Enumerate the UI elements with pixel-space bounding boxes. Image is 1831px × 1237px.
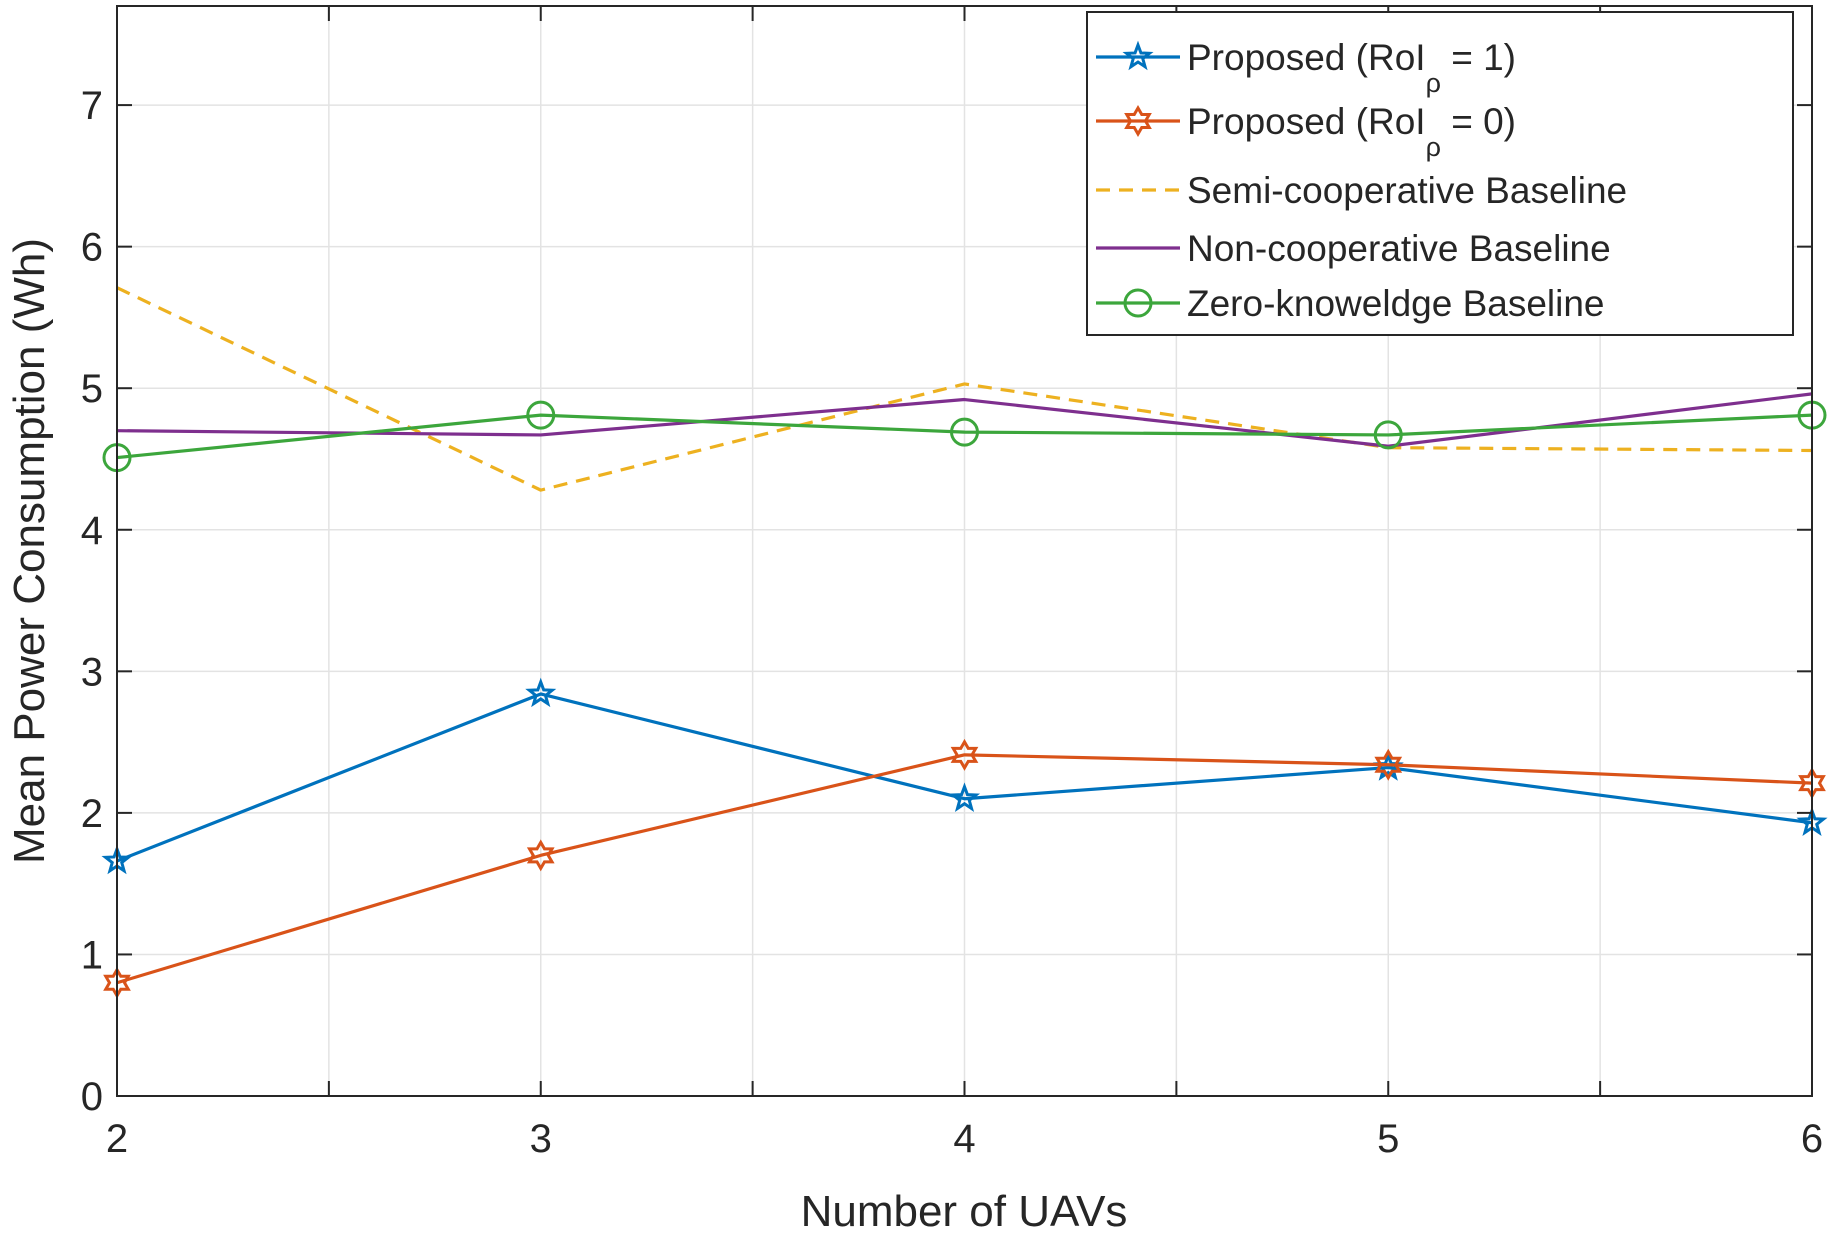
data-point: [526, 400, 556, 430]
x-tick-label: 6: [1801, 1117, 1823, 1161]
tick-labels: 2 3 4 5 6 0 1 2 3 4 5 6 7: [81, 84, 1823, 1161]
legend-box: [1086, 11, 1794, 336]
y-tick-label: 3: [81, 650, 103, 694]
y-tick-label: 6: [81, 226, 103, 270]
series-2: [116, 286, 1813, 492]
y-tick-label: 1: [81, 933, 103, 977]
data-point: [526, 839, 555, 872]
series-line: [116, 286, 1813, 492]
legend-entry: Non-cooperative Baseline: [1096, 228, 1611, 269]
legend-label: Semi-cooperative Baseline: [1187, 170, 1627, 211]
series-layer: [101, 286, 1828, 999]
legend: Proposed (RoIρ = 1)Proposed (RoIρ = 0)Se…: [1086, 11, 1794, 336]
x-axis-label: Number of UAVs: [801, 1187, 1128, 1236]
data-point: [948, 782, 981, 812]
data-point: [1373, 420, 1403, 450]
data-point: [950, 417, 979, 447]
x-tick-label: 5: [1377, 1117, 1399, 1161]
y-axis-label: Mean Power Consumption (Wh): [5, 238, 54, 864]
series-line: [116, 753, 1813, 985]
y-tick-label: 2: [81, 792, 103, 836]
axes: [116, 5, 1813, 1097]
legend-entry: Zero-knoweldge Baseline: [1096, 283, 1605, 324]
x-tick-label: 2: [106, 1117, 128, 1161]
y-tick-label: 7: [81, 84, 103, 128]
legend-marker: [1122, 40, 1154, 71]
data-point: [950, 738, 979, 771]
legend-label: Non-cooperative Baseline: [1187, 228, 1611, 269]
series-1: [103, 738, 1826, 999]
legend-label: Zero-knoweldge Baseline: [1187, 283, 1605, 324]
series-line: [116, 692, 1813, 863]
x-tick-label: 4: [953, 1117, 975, 1161]
data-point: [525, 677, 557, 708]
series-line: [116, 413, 1813, 460]
y-tick-label: 5: [81, 367, 103, 411]
legend-marker: [1123, 288, 1153, 318]
y-tick-label: 4: [81, 509, 103, 553]
data-point: [1374, 748, 1403, 781]
y-tick-label: 0: [81, 1075, 103, 1119]
x-tick-label: 3: [530, 1117, 552, 1161]
legend-entry: Semi-cooperative Baseline: [1096, 170, 1627, 211]
legend-marker: [1124, 104, 1152, 138]
